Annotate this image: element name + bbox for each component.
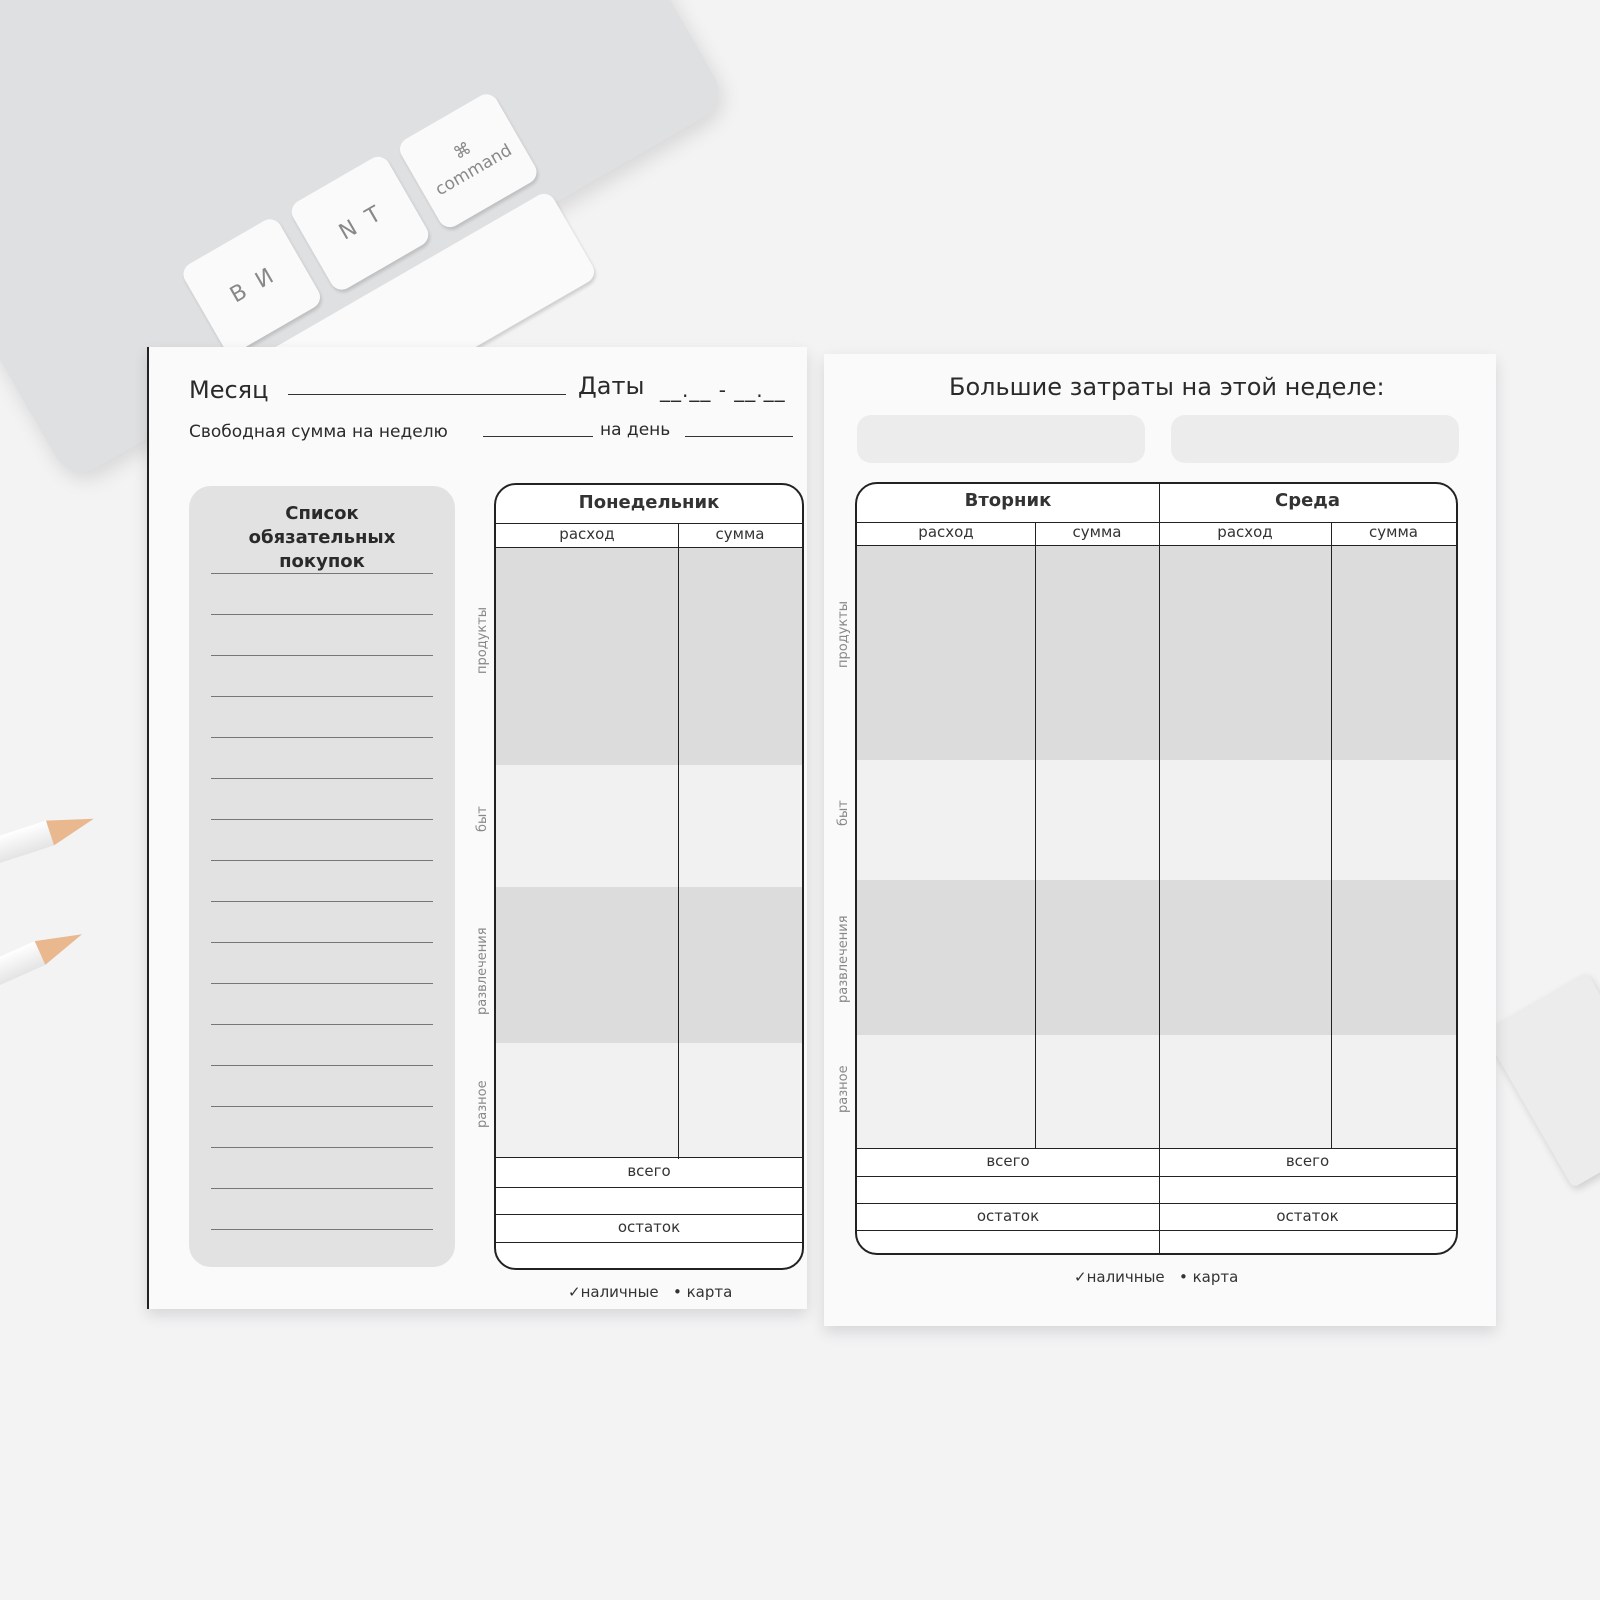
category-label: продукты bbox=[475, 606, 490, 674]
per-day-field[interactable] bbox=[685, 425, 793, 437]
category-label: развлечения bbox=[836, 915, 851, 1003]
col-sum: сумма bbox=[1369, 523, 1418, 541]
remainder-label: остаток bbox=[976, 1207, 1040, 1225]
dates-field[interactable]: __.__ - __.__ bbox=[660, 378, 786, 402]
check-icon: ✓ bbox=[1074, 1268, 1087, 1286]
category-label: развлечения bbox=[475, 927, 490, 1015]
big-expense-field[interactable] bbox=[1171, 415, 1459, 463]
shopping-list-line[interactable] bbox=[211, 982, 433, 984]
pencil bbox=[0, 922, 88, 1022]
shopping-list-title: Список обязательных покупок bbox=[248, 503, 396, 572]
total-label: всего bbox=[627, 1162, 671, 1180]
per-day-label: на день bbox=[600, 420, 671, 440]
shopping-list-panel: Список обязательных покупок bbox=[189, 486, 455, 1267]
day-header: Вторник bbox=[964, 490, 1052, 511]
shopping-list-line[interactable] bbox=[211, 572, 433, 574]
big-expense-field[interactable] bbox=[857, 415, 1145, 463]
tue-wed-table: Вторник Среда расход сумма расход сумма … bbox=[855, 482, 1458, 1255]
free-sum-label: Свободная сумма на неделю bbox=[189, 422, 448, 442]
category-label: разное bbox=[475, 1080, 490, 1128]
shopping-list-line[interactable] bbox=[211, 1105, 433, 1107]
day-header: Среда bbox=[1275, 490, 1340, 511]
col-expense: расход bbox=[559, 525, 615, 543]
big-expenses-title: Большие затраты на этой неделе: bbox=[949, 373, 1385, 401]
remainder-label: остаток bbox=[1276, 1207, 1339, 1225]
dot-icon: • bbox=[672, 1283, 682, 1301]
shopping-list-line[interactable] bbox=[211, 777, 433, 779]
dates-label: Даты bbox=[578, 372, 645, 400]
col-expense: расход bbox=[918, 523, 974, 541]
spiral-notebook bbox=[1483, 972, 1600, 1188]
category-label: быт bbox=[475, 806, 490, 832]
shopping-list-line[interactable] bbox=[211, 654, 433, 656]
shopping-list-line[interactable] bbox=[211, 941, 433, 943]
col-sum: сумма bbox=[715, 525, 765, 543]
day-header: Понедельник bbox=[578, 492, 720, 513]
shopping-list-line[interactable] bbox=[211, 613, 433, 615]
shopping-list-line[interactable] bbox=[211, 818, 433, 820]
shopping-list-line[interactable] bbox=[211, 1228, 433, 1230]
monday-table: Понедельник расход сумма всего остаток bbox=[494, 483, 804, 1270]
category-label: продукты bbox=[836, 600, 851, 668]
shopping-list-line[interactable] bbox=[211, 1187, 433, 1189]
legend: ✓наличные • карта bbox=[1074, 1268, 1239, 1286]
check-icon: ✓ bbox=[568, 1283, 581, 1301]
col-sum: сумма bbox=[1072, 523, 1122, 541]
dot-icon: • bbox=[1178, 1268, 1188, 1286]
total-label: всего bbox=[1285, 1152, 1330, 1170]
remainder-label: остаток bbox=[617, 1218, 681, 1236]
category-label: разное bbox=[836, 1065, 851, 1113]
month-field[interactable] bbox=[288, 380, 566, 395]
shopping-list-line[interactable] bbox=[211, 1146, 433, 1148]
shopping-list-line[interactable] bbox=[211, 900, 433, 902]
pencil bbox=[0, 806, 98, 889]
legend: ✓наличные • карта bbox=[568, 1283, 733, 1301]
free-sum-field[interactable] bbox=[483, 425, 593, 437]
shopping-list-line[interactable] bbox=[211, 859, 433, 861]
shopping-list-line[interactable] bbox=[211, 736, 433, 738]
month-label: Месяц bbox=[189, 376, 269, 404]
shopping-list-line[interactable] bbox=[211, 1064, 433, 1066]
col-expense: расход bbox=[1217, 523, 1273, 541]
category-label: быт bbox=[836, 800, 851, 826]
shopping-list-line[interactable] bbox=[211, 695, 433, 697]
shopping-list-line[interactable] bbox=[211, 1023, 433, 1025]
total-label: всего bbox=[986, 1152, 1030, 1170]
